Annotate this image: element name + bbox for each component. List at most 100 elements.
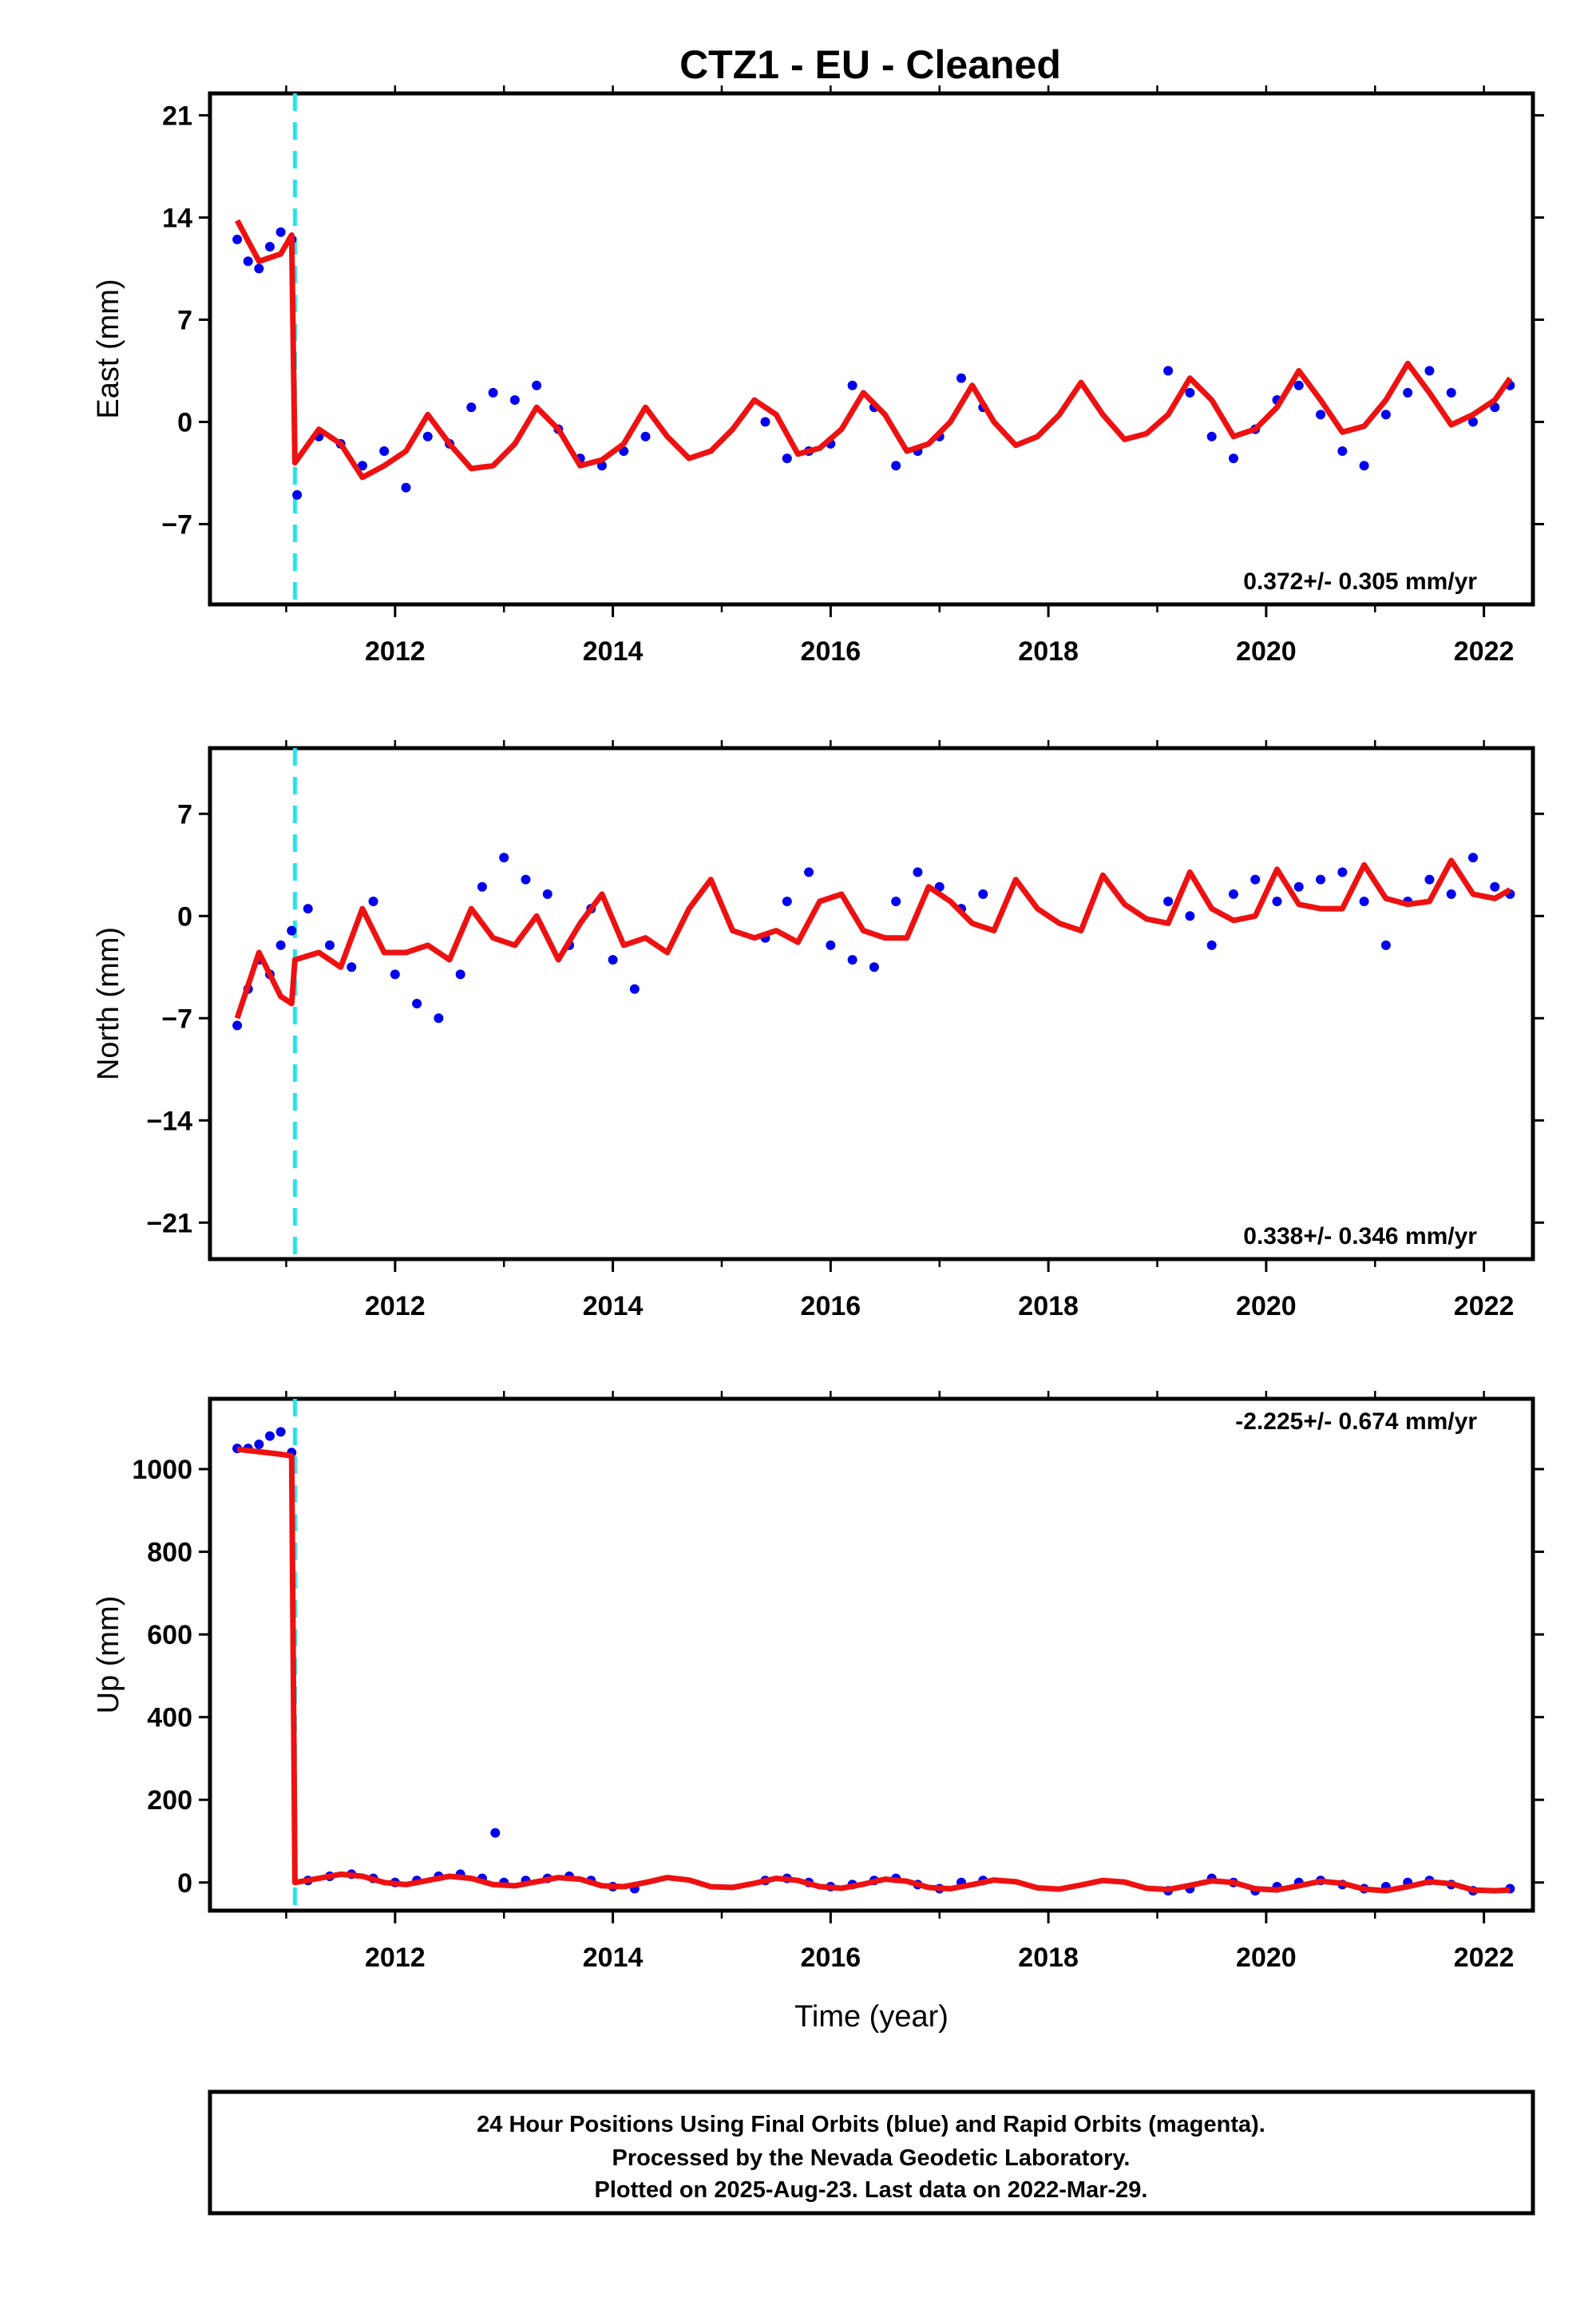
north-ytick-label: 7	[177, 799, 192, 830]
east-xtick-label: 2012	[365, 636, 426, 667]
east-data-point	[1185, 387, 1195, 398]
east-data-point	[357, 461, 367, 471]
up-ytick-label: 600	[147, 1620, 192, 1650]
north-data-point	[303, 904, 313, 914]
footer-line-2: Processed by the Nevada Geodetic Laborat…	[612, 2145, 1131, 2171]
east-data-point	[401, 482, 411, 493]
east-data-point	[243, 256, 253, 267]
chart-title: CTZ1 - EU - Cleaned	[679, 42, 1061, 87]
north-data-point	[1446, 889, 1456, 899]
east-data-point	[1467, 417, 1478, 427]
footer-line-1: 24 Hour Positions Using Final Orbits (bl…	[477, 2112, 1265, 2137]
north-data-point	[1293, 881, 1304, 892]
east-data-point	[265, 242, 275, 252]
north-data-point	[1272, 897, 1282, 906]
north-panel: −21 −14 −7 0 7 2012 2014 2016 2018 2020 2022 North …	[92, 740, 1544, 1321]
east-panel: −7 0 7 14 21 2012 2014 2016 2018 2020 2022 East (mm…	[92, 85, 1544, 667]
up-panel: 0 200 400 600 800 1000 2012 2014 2016 2018 2020 202…	[92, 1391, 1544, 2034]
east-ytick-label: 21	[162, 101, 192, 131]
north-ytick-label: −14	[146, 1106, 192, 1136]
north-data-point	[347, 962, 357, 972]
up-xtick-label: 2020	[1236, 1943, 1297, 1973]
north-data-point	[325, 940, 335, 950]
north-model-line	[234, 857, 1512, 1020]
east-data-point	[1228, 453, 1238, 464]
north-data-point	[1424, 874, 1435, 885]
north-ytick-label: −21	[146, 1208, 192, 1238]
north-data-point	[869, 962, 879, 972]
east-ytick-label: 14	[162, 203, 192, 233]
east-xtick-label: 2020	[1236, 636, 1297, 667]
up-xtick-label: 2022	[1454, 1943, 1515, 1973]
up-rate-label: -2.225+/- 0.674 mm/yr	[1235, 1408, 1477, 1435]
east-data-point	[782, 453, 792, 464]
east-data-point	[292, 489, 303, 500]
north-data-point	[232, 1020, 243, 1031]
north-data-point	[1206, 940, 1217, 950]
up-data-point	[275, 1427, 286, 1437]
east-plot-area	[232, 93, 1515, 604]
north-data-point	[891, 897, 901, 906]
east-data-point	[1380, 410, 1391, 420]
east-ylabel: East (mm)	[92, 279, 125, 418]
up-ylabel: Up (mm)	[92, 1596, 125, 1714]
north-data-point	[368, 897, 378, 906]
footer-box: 24 Hour Positions Using Final Orbits (bl…	[208, 2089, 1535, 2216]
up-ytick-label: 1000	[132, 1455, 192, 1485]
east-data-point	[509, 395, 520, 405]
north-frame	[208, 746, 1535, 1261]
east-model-line	[235, 219, 1513, 481]
north-xtick-label: 2020	[1236, 1291, 1297, 1321]
north-data-point	[521, 874, 531, 885]
north-xtick-label: 2018	[1018, 1291, 1079, 1321]
up-ytick-label: 0	[177, 1868, 192, 1899]
east-data-point	[847, 380, 857, 390]
north-xtick-label: 2012	[365, 1291, 426, 1321]
north-data-point	[390, 969, 400, 980]
north-data-point	[1380, 940, 1391, 950]
east-data-point	[1359, 461, 1369, 471]
north-data-point	[978, 889, 988, 899]
east-ytick-label: 0	[177, 407, 192, 438]
east-data-point	[1403, 387, 1413, 398]
east-data-point	[379, 446, 390, 456]
east-data-point	[1316, 410, 1326, 420]
east-data-point	[275, 227, 286, 237]
north-ytick-label: 0	[177, 901, 192, 932]
up-xtick-label: 2012	[365, 1943, 426, 1973]
north-data-point	[913, 867, 923, 877]
east-data-point	[1424, 366, 1435, 376]
north-ylabel: North (mm)	[92, 927, 125, 1080]
east-ytick-label: 7	[177, 305, 192, 335]
north-data-point	[1316, 874, 1326, 885]
north-data-point	[1163, 897, 1174, 906]
up-ytick-label: 800	[147, 1538, 192, 1568]
north-xtick-label: 2014	[583, 1291, 644, 1321]
east-ytick-label: −7	[161, 509, 192, 540]
footer-line-3: Plotted on 2025-Aug-23. Last data on 202…	[595, 2177, 1148, 2203]
east-data-point	[1337, 446, 1348, 456]
north-data-point	[826, 940, 836, 950]
north-data-point	[1490, 881, 1500, 892]
east-xtick-label: 2018	[1018, 636, 1079, 667]
east-xtick-label: 2022	[1454, 636, 1515, 667]
east-data-point	[1206, 431, 1217, 442]
north-data-point	[1467, 853, 1478, 863]
north-data-point	[782, 897, 792, 906]
east-data-point	[488, 387, 498, 398]
east-xtick-label: 2014	[583, 636, 644, 667]
east-data-point	[1293, 380, 1304, 390]
up-model-line	[236, 1446, 1511, 1894]
up-plot-area	[232, 1399, 1515, 1911]
north-data-point	[1185, 911, 1195, 921]
north-data-point	[1228, 889, 1238, 899]
up-data-point	[490, 1828, 501, 1838]
east-data-point	[956, 373, 967, 383]
up-xtick-label: 2016	[801, 1943, 861, 1973]
east-data-point	[760, 417, 770, 427]
north-data-point	[608, 955, 618, 965]
north-data-point	[1250, 874, 1261, 885]
east-data-point	[640, 431, 651, 442]
